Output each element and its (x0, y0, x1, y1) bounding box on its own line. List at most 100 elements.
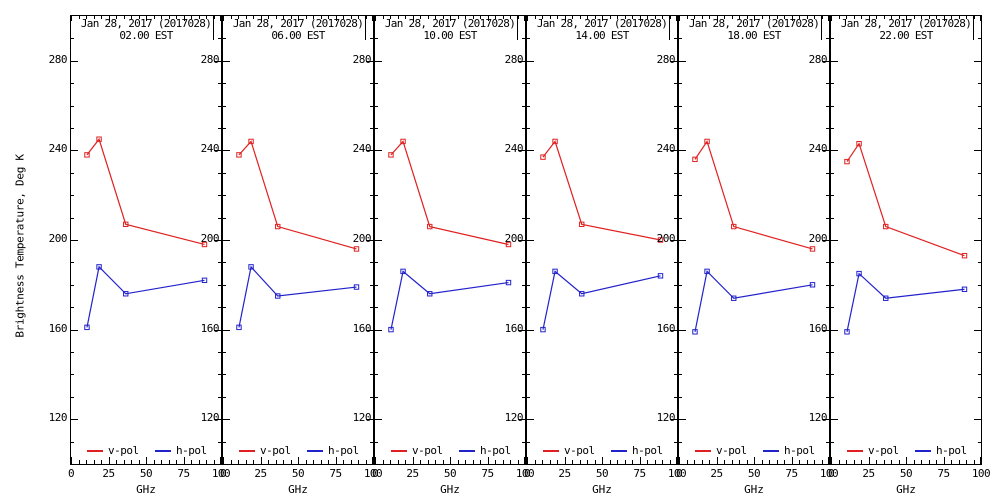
v-pol-legend-swatch (695, 450, 711, 452)
x-tick-label: 50 (747, 467, 761, 480)
tick-mark (679, 105, 682, 107)
tick-mark (822, 419, 829, 421)
tick-mark (674, 128, 677, 129)
tick-mark (71, 150, 78, 152)
x-tick-label: 100 (515, 467, 535, 480)
tick-mark (218, 352, 221, 353)
tick-mark (527, 329, 534, 331)
tick-mark (928, 16, 930, 19)
tick-mark (654, 460, 656, 464)
tick-mark (978, 128, 981, 129)
tick-mark (527, 105, 530, 107)
h-pol-data-point-marker (201, 277, 208, 284)
tick-mark (524, 457, 525, 464)
tick-mark (245, 460, 247, 464)
x-tick-label: 100 (819, 467, 839, 480)
v-pol-data-point-marker (123, 221, 129, 228)
tick-mark (370, 262, 373, 264)
tick-mark (821, 460, 823, 464)
x-tick-label: 75 (177, 467, 190, 480)
tick-mark (375, 60, 382, 62)
tick-mark (674, 195, 677, 197)
tick-mark (527, 83, 530, 85)
tick-mark (214, 419, 221, 421)
tick-mark (198, 16, 200, 19)
tick-mark (495, 460, 496, 464)
tick-mark (138, 460, 140, 464)
tick-mark (846, 16, 847, 19)
panel: Jan 28, 2017 (2017028) 02.00 EST 120 160 2… (49, 15, 231, 500)
tick-mark (587, 460, 588, 464)
h-pol-line (846, 272, 965, 332)
h-pol-data-point-marker (961, 286, 968, 292)
tick-mark (883, 16, 885, 19)
tick-mark (669, 16, 671, 19)
h-pol-line (542, 270, 661, 330)
tick-mark (220, 16, 221, 21)
x-tick-label: 100 (363, 467, 383, 480)
tick-mark (218, 396, 221, 398)
tick-mark (624, 16, 626, 19)
tick-mark (674, 352, 677, 353)
x-axis-label: GHz (896, 483, 916, 496)
tick-mark (670, 329, 677, 331)
tick-mark (594, 16, 596, 19)
panel-title-date: Jan 28, 2017 (2017028) (384, 17, 516, 30)
tick-mark (375, 419, 382, 421)
title-box-edge (669, 16, 670, 40)
tick-mark (557, 16, 558, 19)
tick-mark (822, 150, 829, 152)
tick-mark (375, 38, 378, 40)
tick-mark (826, 262, 829, 264)
tick-mark (978, 396, 981, 398)
tick-mark (674, 307, 677, 309)
y-tick-label: 120 (352, 411, 372, 425)
tick-mark (366, 150, 373, 152)
tick-mark (442, 16, 444, 19)
tick-mark (534, 16, 536, 19)
v-pol-data-point-marker (883, 223, 889, 230)
tick-mark (191, 16, 192, 19)
x-tick-label: 25 (102, 467, 115, 480)
v-pol-data-point-marker (388, 152, 394, 158)
tick-mark (936, 16, 937, 19)
tick-mark (375, 83, 378, 85)
v-pol-data-point-marker (275, 223, 281, 230)
tick-mark (564, 16, 566, 21)
tick-mark (218, 262, 221, 264)
h-pol-data-point-marker (809, 282, 816, 288)
tick-mark (943, 457, 945, 464)
tick-mark (761, 460, 763, 464)
tick-mark (223, 105, 226, 107)
tick-mark (214, 60, 221, 62)
h-pol-data-point-marker (388, 326, 394, 333)
tick-mark (784, 460, 785, 464)
tick-mark (679, 457, 680, 464)
tick-mark (868, 457, 870, 464)
tick-mark (412, 457, 414, 464)
plot-frame: Jan 28, 2017 (2017028) 10.00 EST 120 160 2… (353, 15, 526, 465)
tick-mark (522, 195, 525, 197)
tick-mark (686, 16, 688, 19)
v-pol-legend-swatch (239, 450, 255, 452)
tick-mark (223, 352, 226, 353)
tick-mark (502, 460, 504, 464)
y-tick-label: 120 (808, 411, 828, 425)
tick-mark (108, 457, 110, 464)
tick-mark (694, 460, 695, 464)
tick-mark (176, 460, 177, 464)
tick-mark (375, 329, 382, 331)
v-pol-legend-label: v-pol (564, 444, 595, 457)
y-tick-label: 240 (200, 142, 220, 156)
tick-mark (716, 457, 718, 464)
tick-mark (206, 16, 207, 19)
h-pol-data-point-marker (731, 295, 737, 301)
panel-title-time: 14.00 EST (575, 29, 629, 42)
tick-mark (527, 240, 534, 241)
h-pol-data-point-marker (275, 293, 281, 299)
tick-mark (978, 172, 981, 174)
tick-mark (153, 460, 155, 464)
v-pol-data-point-marker (540, 154, 546, 160)
tick-mark (305, 16, 307, 19)
tick-mark (218, 307, 221, 309)
